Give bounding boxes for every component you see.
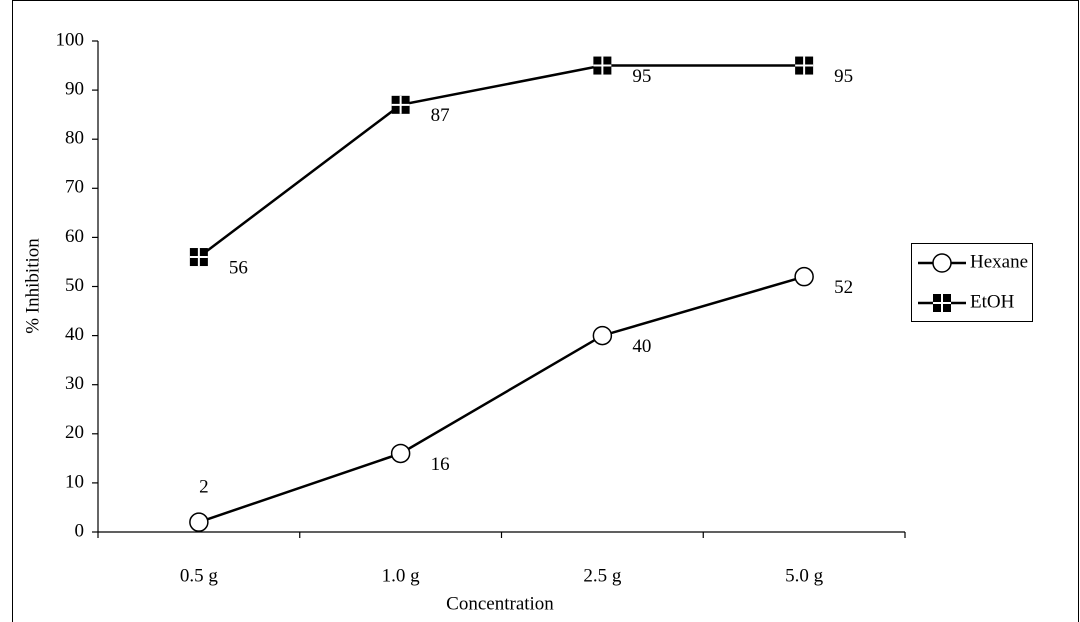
y-tick-label: 30 (65, 373, 84, 394)
y-tick-label: 0 (75, 520, 85, 541)
y-tick-label: 10 (65, 471, 84, 492)
data-label: 52 (834, 277, 853, 298)
y-tick-label: 60 (65, 226, 84, 247)
x-tick-label: 0.5 g (180, 565, 219, 586)
data-label: 56 (229, 257, 248, 278)
data-label: 95 (632, 66, 651, 87)
point (593, 56, 612, 75)
y-tick-label: 100 (56, 29, 85, 50)
point (933, 294, 951, 312)
x-axis-label: Concentration (446, 593, 554, 614)
series-line (198, 64, 805, 259)
x-tick-label: 5.0 g (785, 565, 824, 586)
point (794, 266, 814, 287)
y-tick-label: 20 (65, 422, 84, 443)
y-axis-label: % Inhibition (22, 238, 43, 334)
point (189, 512, 209, 532)
data-label: 87 (431, 105, 450, 126)
data-label: 16 (431, 454, 450, 475)
x-tick-label: 1.0 g (382, 565, 421, 586)
point (390, 443, 411, 464)
y-tick-label: 90 (65, 78, 84, 99)
data-label: 2 (199, 477, 209, 498)
chart-frame (12, 0, 1079, 622)
y-tick-label: 70 (65, 177, 84, 198)
y-tick-label: 50 (65, 275, 84, 296)
y-tick-label: 80 (65, 128, 84, 149)
series-line (198, 275, 805, 524)
point (189, 248, 208, 267)
legend-label: Hexane (970, 251, 1028, 272)
point (932, 253, 952, 273)
legend-label: EtOH (970, 291, 1015, 312)
point (592, 325, 613, 346)
point (391, 95, 410, 114)
y-tick-label: 40 (65, 324, 84, 345)
data-label: 95 (834, 66, 853, 87)
x-tick-label: 2.5 g (583, 565, 622, 586)
point (795, 56, 814, 75)
legend-box (911, 243, 1033, 322)
data-label: 40 (632, 336, 651, 357)
